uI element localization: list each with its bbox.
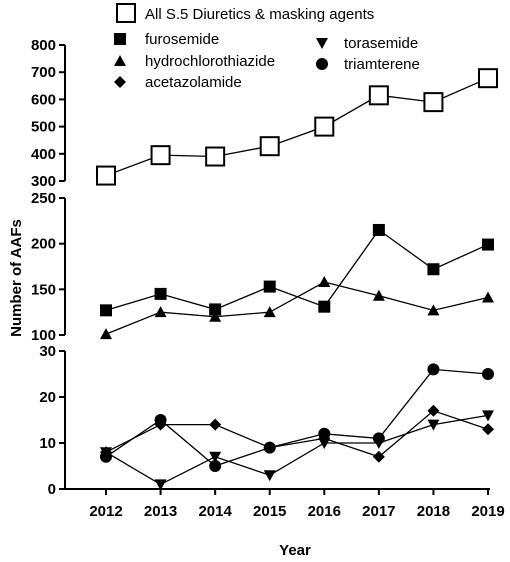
y-tick-label: 100 <box>31 327 56 344</box>
data-point <box>209 418 222 431</box>
data-point <box>154 287 167 300</box>
legend-item-furosemide: furosemide <box>114 31 219 48</box>
x-tick-label: 2014 <box>198 503 232 520</box>
series-hydrochlorothiazide <box>100 276 494 340</box>
data-point <box>318 432 331 445</box>
series-triamterene <box>100 363 494 472</box>
data-point <box>154 418 167 431</box>
data-point <box>372 450 385 463</box>
legend-marker <box>114 76 126 88</box>
data-point <box>427 404 440 417</box>
x-tick-label: 2017 <box>362 503 395 520</box>
data-point <box>372 289 385 301</box>
legend-label: acetazolamide <box>145 74 242 91</box>
legend-item-hydrochlorothiazide: hydrochlorothiazide <box>114 53 275 70</box>
data-point <box>209 303 222 316</box>
data-point <box>482 423 494 436</box>
data-point <box>100 304 112 317</box>
data-point <box>482 238 494 251</box>
data-point <box>427 263 440 276</box>
panel-3: 0 10 20 30 <box>39 343 494 498</box>
x-tick-label: 2012 <box>89 503 122 520</box>
legend-label: All S.5 Diuretics & masking agents <box>145 6 374 23</box>
legend-marker <box>114 55 126 66</box>
legend-marker <box>116 3 136 23</box>
y-tick-label: 700 <box>31 64 56 81</box>
x-tick-label: 2013 <box>144 503 177 520</box>
data-point <box>482 410 494 422</box>
y-axis-title: Number of AAFs <box>8 219 25 337</box>
legend-label: furosemide <box>145 31 219 48</box>
x-axis: 2012 2013 2014 2015 2016 2017 2018 2019 <box>65 488 505 520</box>
data-point <box>318 276 331 288</box>
y-tick-label: 500 <box>31 119 56 136</box>
legend: All S.5 Diuretics & masking agents furose… <box>114 3 420 91</box>
x-tick-label: 2018 <box>417 503 450 520</box>
data-point <box>209 451 222 463</box>
data-point <box>372 223 385 236</box>
data-point <box>205 146 226 167</box>
x-tick-label: 2016 <box>308 503 341 520</box>
legend-marker <box>316 58 328 70</box>
y-tick-label: 200 <box>31 236 56 253</box>
legend-item-triamterene: triamterene <box>316 56 420 73</box>
data-point <box>482 291 494 303</box>
data-point <box>423 92 444 113</box>
data-point <box>372 432 385 445</box>
data-point <box>427 419 440 431</box>
data-point <box>314 116 335 137</box>
y-tick-label: 600 <box>31 91 56 108</box>
data-point <box>100 446 112 459</box>
y-tick-label: 0 <box>48 481 56 498</box>
data-point <box>209 310 222 322</box>
series-all-s-5-diuretics-masking-agents <box>96 68 498 186</box>
legend-item-torasemide: torasemide <box>316 35 418 52</box>
data-point <box>482 368 494 380</box>
data-point <box>96 165 116 186</box>
y-tick-label: 300 <box>31 173 56 190</box>
legend-item-acetazolamide: acetazolamide <box>114 74 242 91</box>
panel-2: 100 150 200 250 <box>31 190 494 344</box>
data-point <box>263 306 276 318</box>
legend-marker <box>114 33 126 45</box>
y-tick-label: 10 <box>39 435 56 452</box>
data-point <box>427 363 440 376</box>
legend-marker <box>316 38 328 49</box>
x-axis-title: Year <box>279 542 311 559</box>
legend-label: triamterene <box>344 56 420 73</box>
series-line <box>105 281 489 335</box>
y-tick-label: 400 <box>31 146 56 163</box>
data-point <box>154 479 167 491</box>
series-line <box>105 368 489 467</box>
series-furosemide <box>100 223 494 317</box>
data-point <box>209 460 222 472</box>
y-tick-label: 800 <box>31 37 56 54</box>
y-tick-label: 150 <box>31 281 56 298</box>
data-point <box>263 441 276 454</box>
data-point <box>154 306 167 318</box>
y-tick-label: 20 <box>39 389 56 406</box>
data-point <box>318 300 331 313</box>
series-line <box>105 414 489 486</box>
legend-item-all-s-5-diuretics-masking-agents: All S.5 Diuretics & masking agents <box>116 3 374 23</box>
data-point <box>263 470 276 482</box>
legend-label: torasemide <box>344 35 418 52</box>
legend-label: hydrochlorothiazide <box>145 53 275 70</box>
data-point <box>427 304 440 316</box>
panel-1: 300 400 500 600 700 800 <box>31 37 498 190</box>
series-acetazolamide <box>100 404 494 463</box>
y-tick-label: 30 <box>39 343 56 360</box>
series-line <box>105 410 489 458</box>
x-tick-label: 2015 <box>253 503 286 520</box>
data-point <box>263 280 276 293</box>
data-point <box>368 85 389 106</box>
data-point <box>100 328 112 340</box>
chart-panels: 300 400 500 600 700 800 100 150 200 250 0 10 20 30 <box>31 37 498 498</box>
y-tick-label: 250 <box>31 190 56 207</box>
x-tick-label: 2019 <box>471 503 504 520</box>
data-point <box>259 136 280 157</box>
data-point <box>478 68 498 89</box>
data-point <box>150 145 171 166</box>
